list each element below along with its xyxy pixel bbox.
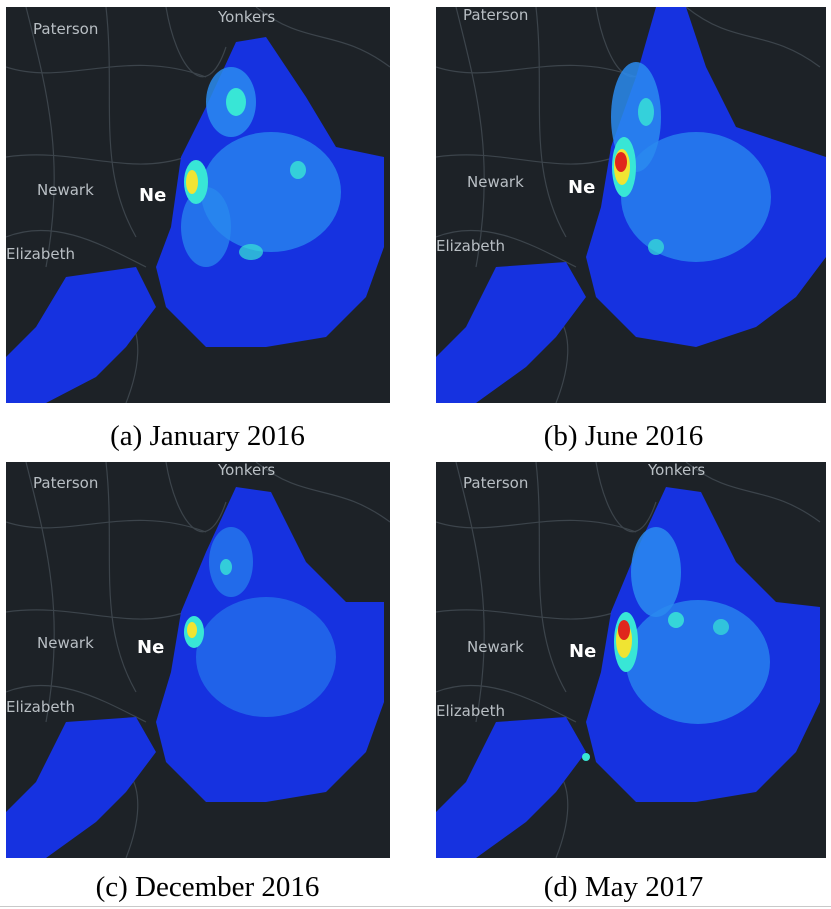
bottom-divider <box>0 906 831 907</box>
heatmap-c: Paterson Yonkers Newark Elizabeth Ne <box>6 462 390 858</box>
caption-d: (d) May 2017 <box>543 871 704 903</box>
label-new-york: Ne <box>137 637 164 658</box>
label-paterson: Paterson <box>33 474 98 492</box>
heatmap-d: Paterson Yonkers Newark Elizabeth Ne <box>436 462 821 858</box>
label-newark: Newark <box>37 634 94 652</box>
label-elizabeth: Elizabeth <box>436 702 505 720</box>
label-newark: Newark <box>37 181 94 199</box>
label-yonkers: Yonkers <box>217 462 275 479</box>
label-paterson: Paterson <box>463 7 528 24</box>
caption-a: (a) January 2016 <box>110 420 305 452</box>
label-new-york: Ne <box>569 641 596 662</box>
label-elizabeth: Elizabeth <box>6 245 75 263</box>
map-panel-a: Paterson Yonkers Newark Elizabeth Ne <box>6 7 390 403</box>
heat-cells <box>436 7 826 403</box>
heat-cells <box>6 37 384 403</box>
heat-cells <box>436 487 820 858</box>
heatmap-a: Paterson Yonkers Newark Elizabeth Ne <box>6 7 390 403</box>
label-newark: Newark <box>467 638 524 656</box>
road-network <box>6 7 390 403</box>
label-newark: Newark <box>467 173 524 191</box>
heat-cells <box>6 487 384 858</box>
label-new-york: Ne <box>139 185 166 206</box>
label-yonkers: Yonkers <box>217 8 275 26</box>
label-elizabeth: Elizabeth <box>436 237 505 255</box>
label-paterson: Paterson <box>33 20 98 38</box>
label-elizabeth: Elizabeth <box>6 698 75 716</box>
map-panel-b: Paterson Newark Elizabeth Ne <box>436 7 826 403</box>
map-panel-d: Paterson Yonkers Newark Elizabeth Ne <box>436 462 826 858</box>
caption-b: (b) June 2016 <box>543 420 704 452</box>
label-new-york: Ne <box>568 177 595 198</box>
heatmap-b: Paterson Newark Elizabeth Ne <box>436 7 826 403</box>
map-panel-c: Paterson Yonkers Newark Elizabeth Ne <box>6 462 390 858</box>
caption-c: (c) December 2016 <box>95 871 320 903</box>
label-yonkers: Yonkers <box>647 462 705 479</box>
label-paterson: Paterson <box>463 474 528 492</box>
